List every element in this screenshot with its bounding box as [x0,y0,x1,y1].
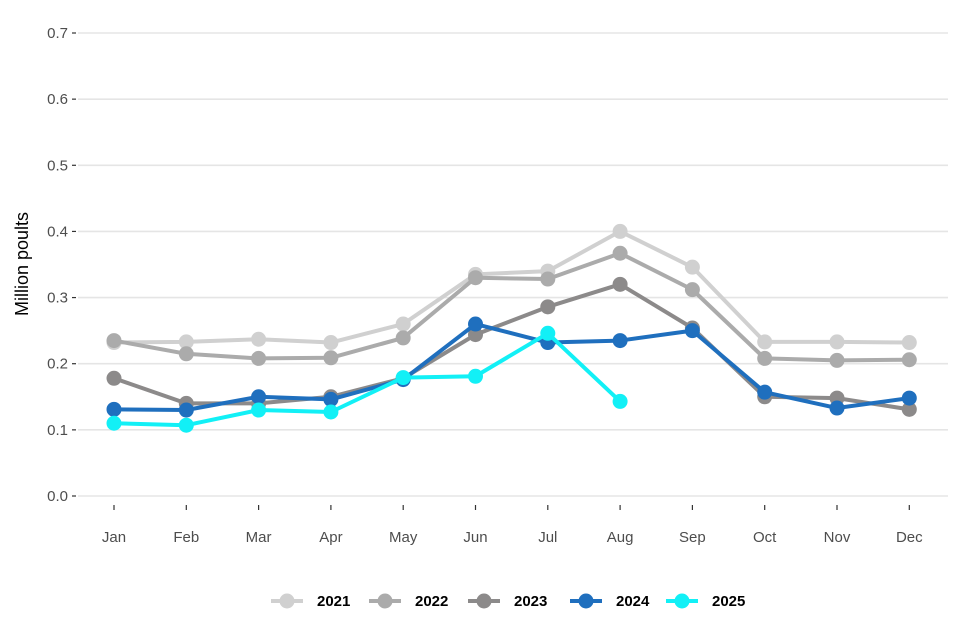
data-point [757,384,773,400]
data-point [612,223,628,239]
data-point [829,334,845,350]
x-tick-label: Jun [463,529,487,546]
series-line [112,331,623,428]
legend-item: 2024 [570,593,650,610]
data-point [468,270,483,286]
data-point [251,350,267,366]
x-axis-ticks: Jan Feb Mar Apr May Jun Jul Aug Sep Oct Nov Dec [102,505,923,546]
legend-key-marker [674,593,690,609]
data-point [323,391,339,407]
legend-label: 2025 [712,593,745,610]
data-point [106,401,122,417]
legend-item: 2021 [271,593,350,610]
data-point [106,370,122,386]
series-2024 [106,316,917,418]
data-point [684,282,700,298]
series-2025 [106,325,628,433]
series-lines [106,223,917,433]
x-tick-label: Jan [102,529,126,546]
data-point [178,402,194,418]
legend-label: 2022 [415,593,448,610]
series-2021 [106,223,917,351]
data-point [395,330,411,346]
y-tick-label: 0.5 [47,157,68,174]
x-tick-label: Jul [538,529,557,546]
series-line [112,229,912,345]
x-tick-label: Feb [173,529,199,546]
gridlines [78,32,948,497]
data-point [178,334,194,350]
series-line [112,282,912,412]
y-tick-label: 0.3 [47,290,68,307]
data-point [395,316,411,332]
data-point [901,335,917,351]
y-tick-label: 0.6 [47,91,68,108]
legend-label: 2023 [514,593,547,610]
x-tick-label: Sep [679,529,706,546]
data-point [323,350,339,366]
legend-item: 2023 [468,593,547,610]
data-point [540,325,556,341]
legend-label: 2024 [616,593,650,610]
y-axis-ticks: 0.0 0.1 0.2 0.3 0.4 0.5 0.6 0.7 [47,25,76,505]
legend-key-marker [476,593,492,609]
data-point [757,350,773,366]
data-point [540,271,556,287]
data-point [323,335,339,351]
data-point [178,417,194,433]
x-tick-label: Nov [824,529,851,546]
data-point [901,352,917,368]
data-point [106,333,122,349]
legend-key-marker [578,593,594,609]
data-point [106,415,122,431]
series-2022 [106,245,917,368]
legend: 2021 2022 2023 2024 2025 [271,593,745,610]
legend-key-marker [377,593,393,609]
data-point [901,390,917,406]
legend-label: 2021 [317,593,350,610]
data-point [612,245,628,261]
data-point [178,346,194,362]
data-point [251,402,267,418]
y-tick-label: 0.2 [47,356,68,373]
data-point [251,389,267,405]
series-line [112,251,912,363]
data-point [612,393,628,409]
data-point [468,368,483,384]
legend-item: 2025 [666,593,745,610]
x-tick-label: Dec [896,529,923,546]
data-point [323,404,339,420]
y-tick-label: 0.7 [47,25,68,42]
y-axis-title: Million poults [12,212,32,316]
y-tick-label: 0.0 [47,488,68,505]
data-point [540,299,556,315]
data-point [684,259,700,275]
legend-key-marker [279,593,295,609]
data-point [901,401,917,417]
y-tick-label: 0.4 [47,223,68,240]
data-point [684,323,700,339]
x-tick-label: Oct [753,529,777,546]
series-line [112,322,912,413]
data-point [757,334,773,350]
x-tick-label: Apr [319,529,342,546]
data-point [468,316,483,332]
data-point [612,333,628,349]
data-point [468,327,483,343]
data-point [612,276,628,292]
legend-item: 2022 [369,593,448,610]
x-tick-label: Mar [246,529,272,546]
data-point [251,331,267,347]
data-point [395,370,411,386]
x-tick-label: Aug [607,529,634,546]
data-point [829,400,845,416]
data-point [829,352,845,368]
y-tick-label: 0.1 [47,422,68,439]
x-tick-label: May [389,529,418,546]
